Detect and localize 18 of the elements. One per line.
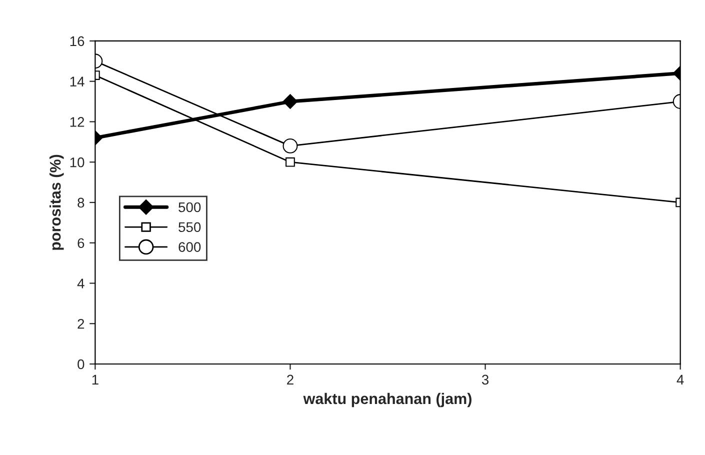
y-tick-label: 10: [70, 157, 84, 168]
x-tick-label: 2: [287, 374, 294, 384]
y-tick-label: 16: [70, 36, 84, 46]
legend-label: 600: [178, 242, 201, 252]
y-tick-label: 6: [78, 238, 84, 248]
y-tick-label: 2: [78, 318, 84, 329]
x-tick-label: 1: [92, 374, 98, 384]
x-tick-label: 3: [482, 374, 489, 385]
y-tick-label: 4: [77, 278, 84, 288]
y-axis-title: porositas (%): [50, 154, 64, 250]
y-tick-label: 8: [78, 198, 84, 208]
y-tick-label: 0: [78, 359, 84, 370]
x-tick-label: 4: [676, 374, 684, 384]
y-tick-label: 14: [70, 76, 84, 86]
legend-label: 500: [178, 202, 201, 212]
y-tick-label: 12: [70, 117, 84, 127]
x-axis-title: waktu penahanan (jam): [303, 392, 472, 408]
legend-label: 550: [178, 222, 201, 232]
